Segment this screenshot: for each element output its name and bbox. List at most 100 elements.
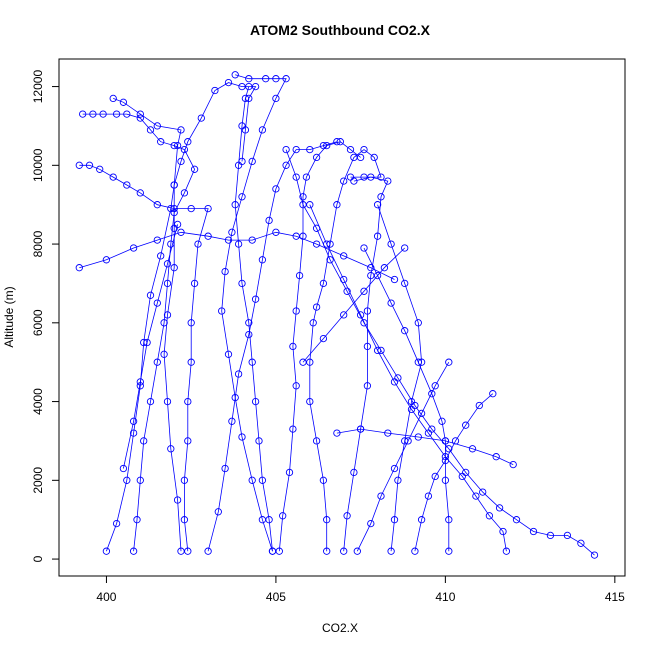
data-point-5-3	[129, 244, 138, 252]
data-point-2-18	[146, 397, 155, 406]
data-point-5-11	[312, 240, 321, 248]
data-point-12-5	[326, 256, 334, 264]
data-point-6-7	[245, 319, 253, 327]
data-point-11-3	[350, 468, 358, 477]
data-point-14-6	[468, 445, 477, 453]
data-point-12-16	[512, 516, 521, 524]
data-point-20-2	[367, 519, 375, 528]
profile-series-19	[299, 244, 409, 366]
profile-line-12	[285, 149, 595, 556]
data-point-5-6	[204, 232, 212, 240]
data-point-15-9	[387, 240, 395, 248]
data-point-18-7	[173, 220, 182, 229]
data-point-13-2	[323, 240, 331, 248]
data-point-2-16	[160, 319, 168, 327]
profile-series-3	[160, 78, 260, 555]
data-point-7-2	[245, 75, 253, 83]
data-point-19-5	[380, 264, 389, 272]
data-point-18-2	[129, 417, 138, 425]
data-point-1-4	[129, 429, 138, 437]
data-point-2-4	[112, 110, 121, 118]
data-point-17-2	[417, 516, 426, 524]
profile-series-13	[306, 201, 511, 555]
profile-series-7	[218, 71, 290, 555]
data-point-4-6	[136, 189, 144, 197]
data-point-7-4	[272, 75, 280, 83]
data-point-10-11	[333, 201, 341, 209]
data-point-13-14	[502, 547, 511, 555]
data-point-8-2	[214, 508, 222, 516]
data-point-12-15	[495, 504, 504, 512]
data-point-19-6	[401, 244, 409, 252]
data-point-12-7	[360, 319, 368, 327]
data-point-3-3	[167, 445, 175, 453]
data-point-14-8	[509, 460, 517, 469]
data-point-9-5	[292, 382, 300, 390]
data-point-16-7	[414, 358, 422, 366]
data-point-6-4	[255, 437, 263, 445]
profile-line-5	[79, 231, 395, 280]
y-axis-label: Altitude (m)	[2, 286, 16, 347]
data-point-8-5	[234, 370, 243, 378]
profile-series-8	[204, 138, 341, 555]
x-tick-label-400: 400	[96, 590, 116, 604]
data-point-17-3	[424, 492, 433, 500]
data-point-16-9	[387, 299, 395, 307]
data-point-14-3	[384, 429, 392, 437]
plot-frame	[58, 58, 626, 577]
data-point-15-7	[414, 319, 422, 327]
data-point-13-7	[407, 405, 416, 414]
data-point-11-5	[363, 382, 372, 390]
data-point-6-12	[238, 122, 246, 130]
data-point-2-9	[170, 141, 178, 150]
data-point-10-4	[312, 437, 321, 445]
data-point-6-3	[258, 476, 267, 484]
profile-series-10	[306, 145, 385, 555]
data-point-13-12	[485, 512, 494, 520]
data-point-1-13	[153, 122, 161, 130]
profile-series-14	[333, 425, 517, 469]
data-point-3-5	[160, 350, 168, 358]
data-point-8-13	[306, 145, 314, 154]
data-point-11-7	[363, 307, 372, 315]
data-point-12-21	[590, 551, 599, 559]
data-point-11-6	[363, 342, 372, 351]
data-point-15-1	[387, 547, 395, 555]
data-point-15-3	[394, 476, 402, 484]
data-point-2-11	[190, 165, 199, 173]
data-point-13-8	[424, 429, 433, 437]
data-point-20-6	[417, 409, 426, 418]
data-point-4-14	[187, 358, 195, 366]
profile-line-1	[106, 98, 182, 552]
data-point-16-8	[401, 327, 409, 335]
y-tick-label-2000: 2000	[31, 467, 45, 494]
data-point-9-2	[279, 512, 287, 520]
data-point-8-6	[245, 330, 253, 339]
profile-series-16	[360, 244, 453, 555]
data-point-7-7	[258, 126, 267, 134]
data-point-7-5	[282, 75, 290, 83]
data-point-9-1	[275, 547, 283, 555]
data-point-12-6	[343, 287, 351, 295]
data-point-4-5	[123, 181, 131, 189]
data-point-18-1	[119, 464, 128, 473]
data-point-13-13	[499, 527, 507, 536]
data-point-3-7	[170, 264, 178, 272]
data-point-1-3	[123, 476, 131, 484]
data-point-2-22	[129, 547, 138, 555]
profile-line-6	[234, 86, 273, 552]
data-point-9-11	[302, 173, 311, 181]
data-point-1-14	[136, 110, 144, 118]
data-point-16-4	[441, 437, 450, 445]
data-point-3-2	[173, 496, 182, 504]
data-point-11-2	[343, 512, 351, 520]
x-axis: 400 405 410 415	[96, 576, 625, 604]
data-point-6-11	[234, 161, 243, 169]
data-point-10-3	[319, 476, 328, 484]
data-point-9-12	[312, 153, 321, 162]
profile-series-5	[75, 228, 399, 284]
data-point-12-1	[282, 145, 290, 154]
data-point-10-13	[350, 153, 358, 162]
data-point-15-8	[401, 279, 409, 288]
data-point-2-3	[99, 110, 107, 118]
